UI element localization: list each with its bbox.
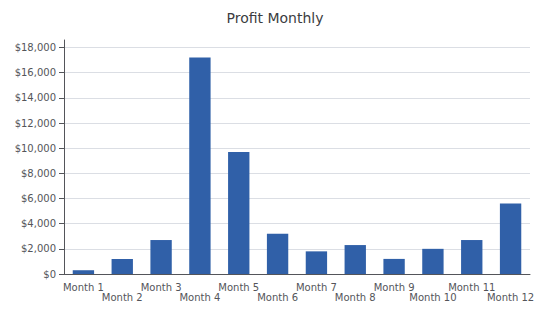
svg-text:$2,000: $2,000: [21, 243, 56, 254]
svg-text:Month 9: Month 9: [373, 281, 415, 293]
svg-text:$8,000: $8,000: [21, 168, 56, 179]
svg-text:Month 4: Month 4: [179, 292, 220, 303]
svg-text:$16,000: $16,000: [15, 67, 56, 78]
svg-text:Month 8: Month 8: [335, 292, 376, 303]
svg-text:Month 7: Month 7: [296, 282, 337, 293]
svg-text:Month 5: Month 5: [218, 282, 259, 293]
svg-text:Month 12: Month 12: [487, 292, 534, 303]
svg-text:Month 6: Month 6: [257, 292, 298, 303]
svg-text:$0: $0: [43, 269, 56, 280]
svg-text:Month 10: Month 10: [409, 292, 456, 303]
svg-text:$18,000: $18,000: [15, 42, 56, 53]
svg-text:Profit Monthly: Profit Monthly: [226, 10, 323, 26]
svg-text:$14,000: $14,000: [15, 92, 56, 103]
svg-text:$10,000: $10,000: [15, 143, 56, 154]
svg-text:$6,000: $6,000: [21, 193, 56, 204]
svg-text:Month 2: Month 2: [102, 292, 143, 303]
svg-text:$4,000: $4,000: [21, 218, 56, 229]
svg-text:Month 3: Month 3: [141, 282, 182, 293]
svg-text:Month 1: Month 1: [63, 282, 104, 293]
svg-text:Month 11: Month 11: [448, 281, 496, 293]
svg-text:$12,000: $12,000: [15, 118, 56, 129]
